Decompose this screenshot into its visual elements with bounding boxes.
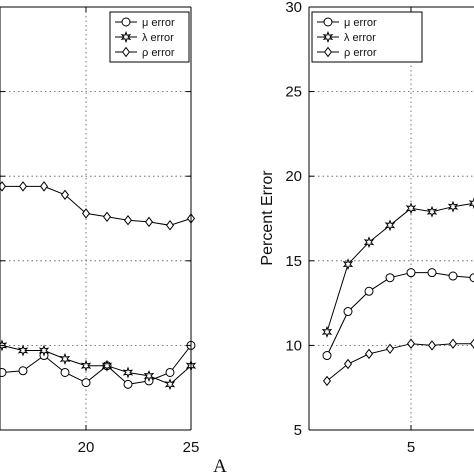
right-point-circle xyxy=(427,268,437,278)
right-point-diamond xyxy=(448,338,458,349)
right-chart-panel: 5 5 10 15 20 25 30 μ error λ error ρ error Perce… xyxy=(259,0,474,456)
right-y-tick-label: 25 xyxy=(285,84,302,101)
left-point-circle xyxy=(165,367,175,377)
right-grid xyxy=(309,7,474,430)
right-point-star xyxy=(342,258,354,271)
left-point-star xyxy=(101,359,113,372)
right-y-tick-label: 10 xyxy=(285,337,302,354)
right-series xyxy=(321,197,474,387)
left-point-star xyxy=(80,359,92,372)
left-point-circle xyxy=(60,367,70,377)
right-point-circle xyxy=(343,307,353,317)
right-point-diamond xyxy=(406,338,416,349)
left-point-star xyxy=(122,366,134,379)
right-series-line-star xyxy=(326,202,474,333)
right-point-circle xyxy=(322,351,332,361)
right-y-tick-label: 20 xyxy=(285,168,302,185)
right-legend-label: λ error xyxy=(344,32,376,44)
right-point-star xyxy=(468,197,474,210)
right-x-tick-label: 5 xyxy=(407,439,415,456)
left-legend: μ error λ error ρ error xyxy=(109,11,190,63)
left-point-diamond xyxy=(18,181,28,192)
left-legend-marker-circle xyxy=(121,17,131,27)
right-point-star xyxy=(405,202,417,215)
right-point-star xyxy=(384,219,396,232)
right-y-tick-label: 5 xyxy=(294,422,302,439)
right-point-diamond xyxy=(322,375,332,387)
left-legend-label: μ error xyxy=(142,17,175,29)
left-legend-marker-star xyxy=(120,30,132,44)
right-point-diamond xyxy=(427,340,437,351)
right-point-circle xyxy=(469,273,474,283)
left-point-diamond xyxy=(0,181,7,192)
left-legend-marker-diamond xyxy=(121,46,131,58)
right-point-star xyxy=(321,325,333,338)
right-legend-marker-diamond xyxy=(323,46,333,58)
right-y-tick-label: 15 xyxy=(285,253,302,270)
right-legend-label: ρ error xyxy=(344,47,377,59)
left-point-star xyxy=(17,344,29,357)
right-point-star xyxy=(447,200,459,213)
left-series xyxy=(0,181,197,391)
right-legend-label: μ error xyxy=(344,17,377,29)
left-point-diamond xyxy=(165,220,175,231)
right-y-tick-label: 30 xyxy=(285,0,302,16)
left-point-diamond xyxy=(81,208,91,219)
left-x-tick-label: 20 xyxy=(78,439,95,456)
left-point-circle xyxy=(123,379,133,389)
right-legend-marker-star xyxy=(322,31,334,43)
right-point-circle xyxy=(448,271,458,281)
right-legend-marker-circle xyxy=(323,17,333,27)
left-point-star xyxy=(59,352,71,365)
left-x-tick-label: 25 xyxy=(183,439,200,456)
right-y-axis-label: Percent Error xyxy=(259,170,276,266)
right-point-circle xyxy=(406,268,416,278)
right-point-diamond xyxy=(343,358,353,370)
panel-label: A xyxy=(213,456,227,474)
right-point-diamond xyxy=(364,348,374,360)
right-point-circle xyxy=(364,286,374,296)
left-point-diamond xyxy=(144,216,154,228)
right-legend: μ error λ error ρ error xyxy=(311,11,423,63)
left-legend-label: ρ error xyxy=(142,47,175,59)
left-point-diamond xyxy=(102,211,112,223)
left-point-diamond xyxy=(60,189,70,201)
right-point-diamond xyxy=(469,338,474,349)
left-ticks: 20 25 xyxy=(0,6,200,456)
left-point-circle xyxy=(18,366,28,376)
right-point-star xyxy=(426,205,438,218)
right-point-star xyxy=(363,236,375,249)
left-point-star xyxy=(38,344,50,357)
left-point-circle xyxy=(0,367,7,377)
right-point-diamond xyxy=(385,343,395,355)
left-point-star xyxy=(143,369,155,382)
left-point-diamond xyxy=(39,181,49,192)
left-point-diamond xyxy=(123,214,133,226)
left-point-circle xyxy=(81,378,91,388)
right-ticks: 5 5 10 15 20 25 30 xyxy=(285,0,415,456)
right-point-circle xyxy=(385,273,395,283)
left-legend-label: λ error xyxy=(142,32,174,44)
left-point-star xyxy=(164,378,176,391)
